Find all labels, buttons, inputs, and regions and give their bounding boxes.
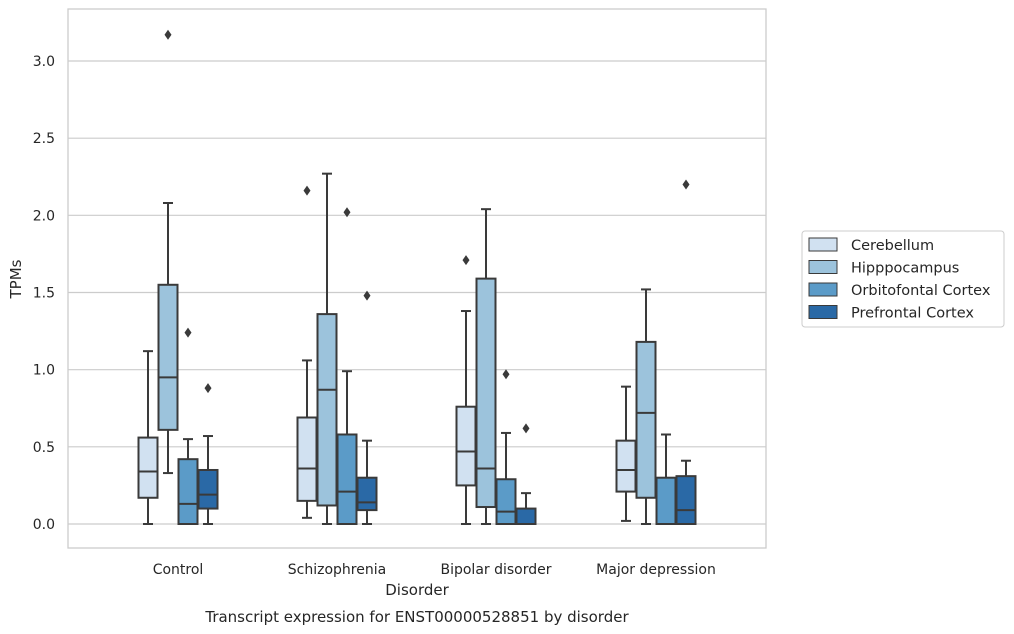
legend-label: Hipppocampus bbox=[851, 261, 959, 277]
y-axis-label: TPMs bbox=[7, 259, 25, 299]
plot-frame bbox=[67, 8, 767, 549]
box-body bbox=[515, 507, 537, 526]
y-tick-label: 2.0 bbox=[33, 208, 55, 224]
x-tick-label: Schizophrenia bbox=[288, 562, 386, 578]
y-tick-labels: 0.0 0.5 1.0 1.5 2.0 2.5 3.0 bbox=[33, 54, 55, 533]
box-3-2 bbox=[515, 423, 537, 526]
box-0-2 bbox=[455, 255, 477, 525]
box-2-1 bbox=[336, 207, 358, 525]
box-body bbox=[495, 478, 517, 526]
box-body bbox=[655, 476, 677, 526]
box-3-0 bbox=[197, 383, 219, 525]
gridlines bbox=[68, 60, 766, 525]
legend-label: Orbitofontal Cortex bbox=[851, 283, 991, 299]
legend-swatch bbox=[808, 282, 838, 297]
outlier-point bbox=[462, 255, 470, 266]
box-1-1 bbox=[316, 172, 338, 525]
box-1-0 bbox=[157, 29, 179, 475]
y-tick-label: 1.0 bbox=[33, 363, 55, 379]
outlier-point bbox=[184, 327, 192, 338]
box-body bbox=[635, 340, 657, 499]
box-3-1 bbox=[356, 290, 378, 525]
box-2-3 bbox=[655, 433, 677, 526]
box-body bbox=[455, 405, 477, 487]
box-body bbox=[356, 476, 378, 512]
x-tick-label: Bipolar disorder bbox=[440, 562, 551, 578]
box-body bbox=[296, 416, 318, 502]
box-body bbox=[475, 277, 497, 509]
legend-swatch bbox=[808, 237, 838, 252]
box-body bbox=[675, 475, 697, 526]
box-body bbox=[615, 439, 637, 493]
box-series bbox=[137, 29, 697, 526]
box-0-3 bbox=[615, 385, 637, 522]
x-tick-labels: Control Schizophrenia Bipolar disorder Majo… bbox=[153, 562, 716, 578]
legend-frame bbox=[801, 230, 1005, 328]
outlier-point bbox=[363, 290, 371, 301]
legend-label: Prefrontal Cortex bbox=[851, 306, 974, 322]
outlier-point bbox=[522, 423, 530, 434]
box-1-3 bbox=[635, 288, 657, 525]
x-tick-label: Control bbox=[153, 562, 204, 578]
legend: Cerebellum Hipppocampus Orbitofontal Corte… bbox=[801, 230, 1005, 328]
box-body bbox=[137, 436, 159, 499]
y-tick-label: 1.5 bbox=[33, 286, 55, 302]
box-body bbox=[336, 433, 358, 525]
legend-swatch bbox=[808, 260, 838, 274]
box-body bbox=[157, 283, 179, 431]
box-body bbox=[316, 313, 338, 507]
x-tick-label: Major depression bbox=[596, 562, 716, 578]
legend-label: Cerebellum bbox=[851, 238, 934, 254]
box-0-1 bbox=[296, 185, 318, 519]
box-body bbox=[197, 468, 219, 510]
y-tick-label: 3.0 bbox=[33, 54, 55, 70]
figure-caption: Transcript expression for ENST0000052885… bbox=[204, 608, 629, 626]
outlier-point bbox=[682, 179, 690, 190]
outlier-point bbox=[204, 383, 212, 394]
y-tick-label: 0.0 bbox=[33, 517, 55, 533]
box-2-2 bbox=[495, 369, 517, 526]
box-3-3 bbox=[675, 179, 697, 526]
y-tick-label: 0.5 bbox=[33, 440, 55, 456]
box-1-2 bbox=[475, 208, 497, 525]
box-0-0 bbox=[137, 350, 159, 525]
legend-swatch bbox=[808, 305, 838, 319]
box-body bbox=[177, 458, 199, 525]
outlier-point bbox=[303, 185, 311, 196]
box-2-0 bbox=[177, 327, 199, 525]
x-axis-label: Disorder bbox=[385, 581, 449, 599]
outlier-point bbox=[343, 207, 351, 218]
y-tick-label: 2.5 bbox=[33, 131, 55, 147]
outlier-point bbox=[164, 29, 172, 40]
outlier-point bbox=[502, 369, 510, 380]
